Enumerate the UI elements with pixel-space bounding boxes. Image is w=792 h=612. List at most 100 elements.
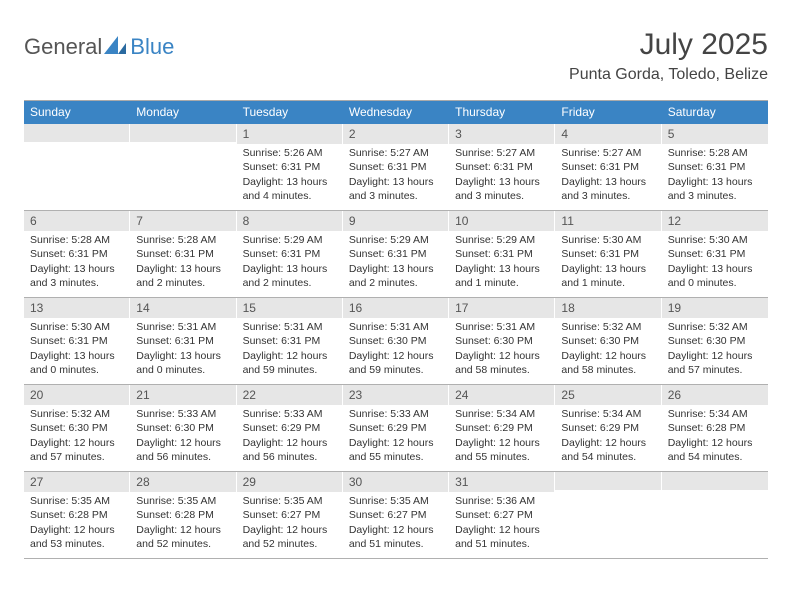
day-number: 24 — [449, 385, 555, 405]
day-line: Sunset: 6:30 PM — [136, 421, 230, 435]
day-line: Sunset: 6:30 PM — [30, 421, 124, 435]
day-body: Sunrise: 5:33 AMSunset: 6:30 PMDaylight:… — [130, 405, 236, 470]
day-body: Sunrise: 5:26 AMSunset: 6:31 PMDaylight:… — [237, 144, 343, 209]
day-number — [24, 124, 130, 142]
day-line: Daylight: 12 hours and 59 minutes. — [243, 349, 337, 377]
day-cell: 21Sunrise: 5:33 AMSunset: 6:30 PMDayligh… — [130, 385, 236, 471]
day-line: Sunset: 6:30 PM — [349, 334, 443, 348]
day-line: Daylight: 12 hours and 55 minutes. — [455, 436, 549, 464]
weekday-tuesday: Tuesday — [237, 101, 343, 124]
day-line: Sunrise: 5:29 AM — [243, 233, 337, 247]
day-number: 26 — [662, 385, 768, 405]
day-line: Daylight: 12 hours and 57 minutes. — [30, 436, 124, 464]
day-number: 21 — [130, 385, 236, 405]
day-number: 15 — [237, 298, 343, 318]
day-cell: 2Sunrise: 5:27 AMSunset: 6:31 PMDaylight… — [343, 124, 449, 210]
day-number: 18 — [555, 298, 661, 318]
week-row: 27Sunrise: 5:35 AMSunset: 6:28 PMDayligh… — [24, 472, 768, 559]
day-line: Sunrise: 5:28 AM — [668, 146, 762, 160]
day-body: Sunrise: 5:31 AMSunset: 6:30 PMDaylight:… — [343, 318, 449, 383]
day-line: Sunset: 6:29 PM — [243, 421, 337, 435]
day-cell: 11Sunrise: 5:30 AMSunset: 6:31 PMDayligh… — [555, 211, 661, 297]
day-number: 23 — [343, 385, 449, 405]
day-cell: 7Sunrise: 5:28 AMSunset: 6:31 PMDaylight… — [130, 211, 236, 297]
day-body: Sunrise: 5:27 AMSunset: 6:31 PMDaylight:… — [555, 144, 661, 209]
day-line: Sunrise: 5:32 AM — [668, 320, 762, 334]
header: General Blue July 2025 Punta Gorda, Tole… — [24, 28, 768, 86]
day-cell: 22Sunrise: 5:33 AMSunset: 6:29 PMDayligh… — [237, 385, 343, 471]
day-body: Sunrise: 5:29 AMSunset: 6:31 PMDaylight:… — [343, 231, 449, 296]
day-line: Daylight: 13 hours and 1 minute. — [561, 262, 655, 290]
day-line: Sunrise: 5:30 AM — [30, 320, 124, 334]
day-body — [662, 490, 768, 498]
logo: General Blue — [24, 28, 174, 60]
day-body: Sunrise: 5:32 AMSunset: 6:30 PMDaylight:… — [555, 318, 661, 383]
day-cell: 8Sunrise: 5:29 AMSunset: 6:31 PMDaylight… — [237, 211, 343, 297]
day-cell: 27Sunrise: 5:35 AMSunset: 6:28 PMDayligh… — [24, 472, 130, 558]
day-cell: 15Sunrise: 5:31 AMSunset: 6:31 PMDayligh… — [237, 298, 343, 384]
day-line: Sunset: 6:29 PM — [349, 421, 443, 435]
day-number: 25 — [555, 385, 661, 405]
day-number: 14 — [130, 298, 236, 318]
day-line: Sunrise: 5:27 AM — [561, 146, 655, 160]
day-line: Sunset: 6:29 PM — [561, 421, 655, 435]
day-line: Sunset: 6:31 PM — [243, 160, 337, 174]
day-line: Sunset: 6:31 PM — [561, 247, 655, 261]
day-line: Sunrise: 5:31 AM — [136, 320, 230, 334]
day-number: 30 — [343, 472, 449, 492]
day-line: Daylight: 13 hours and 2 minutes. — [136, 262, 230, 290]
day-line: Daylight: 12 hours and 56 minutes. — [136, 436, 230, 464]
day-number: 5 — [662, 124, 768, 144]
day-line: Sunrise: 5:30 AM — [561, 233, 655, 247]
day-line: Daylight: 12 hours and 52 minutes. — [243, 523, 337, 551]
day-body: Sunrise: 5:27 AMSunset: 6:31 PMDaylight:… — [449, 144, 555, 209]
day-number: 3 — [449, 124, 555, 144]
day-line: Sunrise: 5:29 AM — [349, 233, 443, 247]
day-cell: 9Sunrise: 5:29 AMSunset: 6:31 PMDaylight… — [343, 211, 449, 297]
day-number — [130, 124, 236, 142]
day-line: Daylight: 12 hours and 55 minutes. — [349, 436, 443, 464]
day-line: Sunrise: 5:32 AM — [30, 407, 124, 421]
weekday-row: Sunday Monday Tuesday Wednesday Thursday… — [24, 101, 768, 124]
day-cell: 12Sunrise: 5:30 AMSunset: 6:31 PMDayligh… — [662, 211, 768, 297]
day-line: Sunset: 6:31 PM — [349, 160, 443, 174]
day-body: Sunrise: 5:28 AMSunset: 6:31 PMDaylight:… — [130, 231, 236, 296]
day-line: Daylight: 12 hours and 51 minutes. — [349, 523, 443, 551]
day-line: Sunrise: 5:27 AM — [349, 146, 443, 160]
day-cell: 20Sunrise: 5:32 AMSunset: 6:30 PMDayligh… — [24, 385, 130, 471]
day-line: Sunset: 6:28 PM — [668, 421, 762, 435]
weekday-friday: Friday — [555, 101, 661, 124]
day-line: Sunrise: 5:31 AM — [243, 320, 337, 334]
day-line: Sunset: 6:31 PM — [243, 247, 337, 261]
day-body: Sunrise: 5:35 AMSunset: 6:28 PMDaylight:… — [130, 492, 236, 557]
logo-icon — [104, 34, 126, 60]
day-body: Sunrise: 5:32 AMSunset: 6:30 PMDaylight:… — [24, 405, 130, 470]
day-number: 22 — [237, 385, 343, 405]
week-row: 1Sunrise: 5:26 AMSunset: 6:31 PMDaylight… — [24, 124, 768, 211]
day-cell: 13Sunrise: 5:30 AMSunset: 6:31 PMDayligh… — [24, 298, 130, 384]
day-number: 10 — [449, 211, 555, 231]
day-number: 6 — [24, 211, 130, 231]
week-row: 20Sunrise: 5:32 AMSunset: 6:30 PMDayligh… — [24, 385, 768, 472]
day-line: Daylight: 12 hours and 59 minutes. — [349, 349, 443, 377]
day-number: 19 — [662, 298, 768, 318]
day-line: Daylight: 12 hours and 58 minutes. — [561, 349, 655, 377]
day-cell: 25Sunrise: 5:34 AMSunset: 6:29 PMDayligh… — [555, 385, 661, 471]
day-body — [130, 142, 236, 150]
day-cell: 28Sunrise: 5:35 AMSunset: 6:28 PMDayligh… — [130, 472, 236, 558]
day-line: Sunrise: 5:35 AM — [136, 494, 230, 508]
day-line: Daylight: 12 hours and 58 minutes. — [455, 349, 549, 377]
day-line: Daylight: 12 hours and 51 minutes. — [455, 523, 549, 551]
day-line: Daylight: 13 hours and 3 minutes. — [668, 175, 762, 203]
day-body — [24, 142, 130, 150]
day-body: Sunrise: 5:33 AMSunset: 6:29 PMDaylight:… — [237, 405, 343, 470]
day-cell — [130, 124, 236, 210]
day-line: Sunset: 6:30 PM — [668, 334, 762, 348]
day-body: Sunrise: 5:35 AMSunset: 6:27 PMDaylight:… — [237, 492, 343, 557]
day-body: Sunrise: 5:31 AMSunset: 6:31 PMDaylight:… — [130, 318, 236, 383]
logo-text-2: Blue — [130, 34, 174, 60]
day-cell: 26Sunrise: 5:34 AMSunset: 6:28 PMDayligh… — [662, 385, 768, 471]
day-number: 4 — [555, 124, 661, 144]
day-line: Daylight: 13 hours and 3 minutes. — [561, 175, 655, 203]
week-row: 6Sunrise: 5:28 AMSunset: 6:31 PMDaylight… — [24, 211, 768, 298]
